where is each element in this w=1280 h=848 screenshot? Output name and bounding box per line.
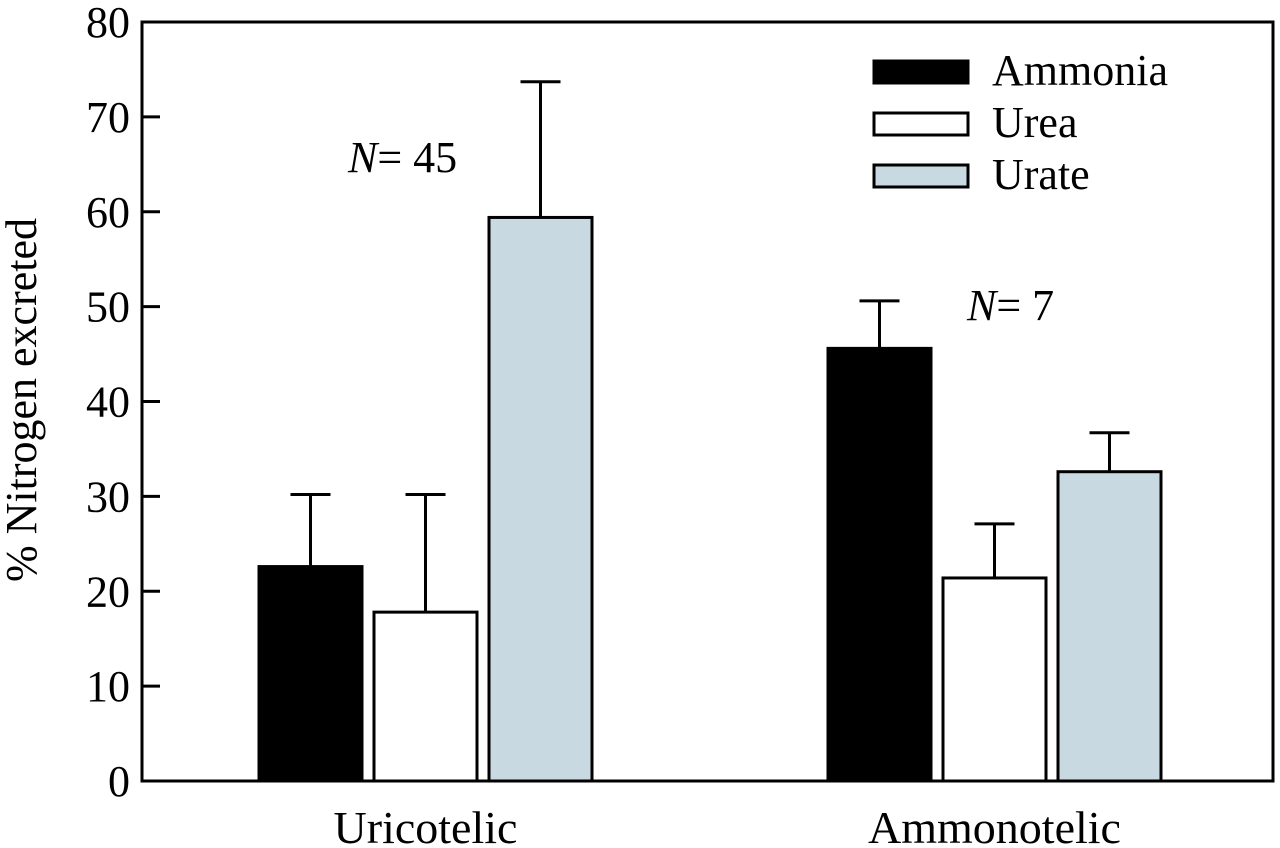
bar-urea-uricotelic <box>372 610 479 783</box>
y-tick-label: 70 <box>86 93 130 142</box>
legend-label-urea: Urea <box>992 98 1078 147</box>
legend-label-ammonia: Ammonia <box>992 46 1168 95</box>
legend-swatch-ammonia <box>872 59 970 85</box>
y-tick-label: 30 <box>86 472 130 521</box>
x-category-label: Uricotelic <box>334 802 518 848</box>
y-axis-title: % Nitrogen excreted <box>0 218 46 582</box>
sample-size-annotation: N= 45 <box>347 133 457 182</box>
y-tick-label: 40 <box>86 378 130 427</box>
x-category-label: Ammonotelic <box>868 802 1121 848</box>
y-tick-label: 0 <box>108 757 130 806</box>
sample-size-annotation: N= 7 <box>966 281 1054 330</box>
bar-ammonia-uricotelic <box>257 565 364 783</box>
bar-urea-ammonotelic <box>941 576 1048 783</box>
bar-urate-uricotelic <box>487 215 594 783</box>
legend-label-urate: Urate <box>992 150 1090 199</box>
y-tick-label: 20 <box>86 567 130 616</box>
plot-area: 0 10 20 30 40 50 60 70 80 Uricotelic Ammonotelic N=… <box>86 0 1275 848</box>
bar-ammonia-ammonotelic <box>826 346 933 783</box>
y-tick-label: 50 <box>86 283 130 332</box>
y-tick-label: 10 <box>86 662 130 711</box>
y-tick-label: 80 <box>86 0 130 47</box>
legend-swatch-urea <box>872 111 970 137</box>
legend-swatch-urate <box>872 163 970 189</box>
y-tick-label: 60 <box>86 188 130 237</box>
bar-urate-ammonotelic <box>1056 470 1163 783</box>
